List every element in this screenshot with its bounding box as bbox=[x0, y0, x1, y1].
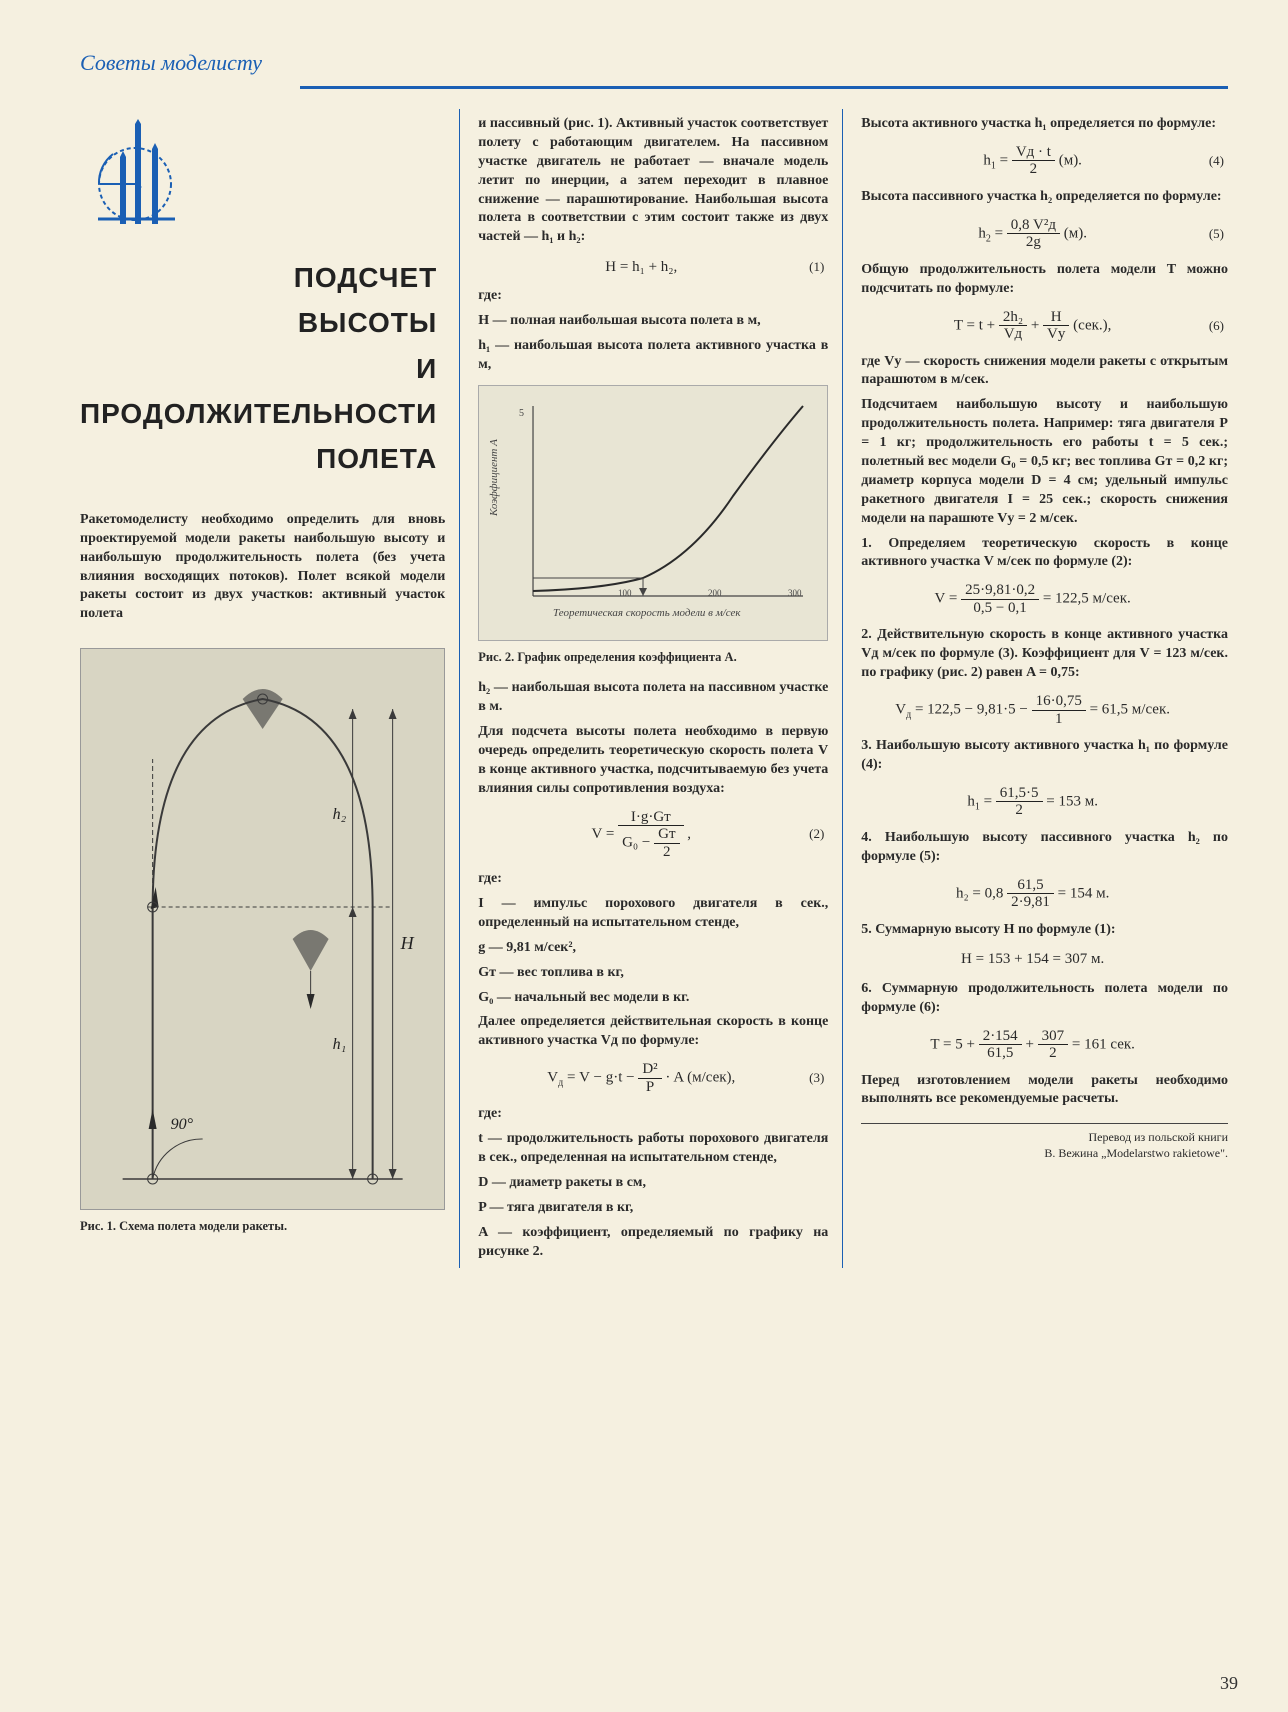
step-6-calc: T = 5 + 2·15461,5 + 3072 = 161 сек. bbox=[861, 1028, 1228, 1062]
three-column-layout: ПОДСЧЕТ ВЫСОТЫ И ПРОДОЛЖИТЕЛЬНОСТИ ПОЛЕТ… bbox=[80, 109, 1228, 1268]
svg-text:300: 300 bbox=[788, 588, 802, 598]
credit: Перевод из польской книги В. Вежина „Mod… bbox=[861, 1123, 1228, 1161]
step-label: 6. Суммарную продолжительность полета мо… bbox=[861, 980, 1228, 1018]
figure-1: 90° H h₁ h₂ bbox=[80, 648, 445, 1210]
svg-text:100: 100 bbox=[618, 588, 632, 598]
def: t — продолжительность работы порохового … bbox=[478, 1130, 828, 1168]
title-line: ВЫСОТЫ bbox=[80, 301, 437, 344]
page-number: 39 bbox=[1220, 1673, 1238, 1694]
def: D — диаметр ракеты в см, bbox=[478, 1174, 828, 1193]
svg-text:h₁: h₁ bbox=[333, 1036, 347, 1053]
def: I — импульс порохового двигателя в сек.,… bbox=[478, 895, 828, 933]
credit-line: В. Вежина „Modelarstwo rakietowe". bbox=[861, 1146, 1228, 1162]
article-title: ПОДСЧЕТ ВЫСОТЫ И ПРОДОЛЖИТЕЛЬНОСТИ ПОЛЕТ… bbox=[80, 256, 445, 481]
intro-paragraph: Ракетомоделисту необходимо определить дл… bbox=[80, 511, 445, 624]
def: H — полная наибольшая высота полета в м, bbox=[478, 312, 828, 331]
formula-number: (2) bbox=[809, 826, 824, 844]
page: Советы моделисту ПОДСЧЕТ ВЫСОТЫ И ПРОДОЛ… bbox=[0, 0, 1288, 1712]
formula-5: h2 = 0,8 V²д2g (м). (5) bbox=[861, 217, 1228, 251]
step-1-calc: V = 25·9,81·0,20,5 − 0,1 = 122,5 м/сек. bbox=[861, 582, 1228, 616]
def: G₀ — начальный вес модели в кг. bbox=[478, 989, 828, 1008]
where-label: где: bbox=[478, 1105, 828, 1124]
formula-number: (5) bbox=[1209, 225, 1224, 243]
paragraph: Общую продолжительность полета модели T … bbox=[861, 261, 1228, 299]
figure-1-caption: Рис. 1. Схема полета модели ракеты. bbox=[80, 1218, 445, 1234]
svg-text:h₂: h₂ bbox=[333, 806, 347, 823]
formula-4: h1 = Vд · t2 (м). (4) bbox=[861, 144, 1228, 178]
def: A — коэффициент, определяемый по графику… bbox=[478, 1224, 828, 1262]
section-title: Советы моделисту bbox=[80, 50, 1228, 76]
svg-text:H: H bbox=[400, 933, 415, 953]
formula-3: Vд = V − g·t − D²P · A (м/сек), (3) bbox=[478, 1061, 828, 1095]
svg-text:200: 200 bbox=[708, 588, 722, 598]
column-3: Высота активного участка h₁ определяется… bbox=[861, 109, 1228, 1268]
formula-6: T = t + 2h₂Vд + HVу (сек.), (6) bbox=[861, 309, 1228, 343]
step-label: 1. Определяем теоретическую скорость в к… bbox=[861, 535, 1228, 573]
figure-2-chart: 100 200 300 Коэффициент A Теоретическая … bbox=[478, 385, 828, 641]
svg-text:Коэффициент A: Коэффициент A bbox=[488, 439, 500, 517]
step-label: 3. Наибольшую высоту активного участка h… bbox=[861, 737, 1228, 775]
step-5-calc: H = 153 + 154 = 307 м. bbox=[861, 949, 1228, 969]
formula-2: V = I·g·GтG₀ − Gт2 , (2) bbox=[478, 809, 828, 861]
step-2-calc: Vд = 122,5 − 9,81·5 − 16·0,751 = 61,5 м/… bbox=[861, 693, 1228, 727]
paragraph: Подсчитаем наибольшую высоту и наибольшу… bbox=[861, 396, 1228, 528]
step-3-calc: h1 = 61,5·52 = 153 м. bbox=[861, 785, 1228, 819]
formula-number: (3) bbox=[809, 1069, 824, 1087]
credit-line: Перевод из польской книги bbox=[861, 1130, 1228, 1146]
paragraph: Высота активного участка h₁ определяется… bbox=[861, 115, 1228, 134]
step-label: 4. Наибольшую высоту пассивного участка … bbox=[861, 829, 1228, 867]
def: Gт — вес топлива в кг, bbox=[478, 964, 828, 983]
paragraph: h₂ — наибольшая высота полета на пассивн… bbox=[478, 679, 828, 717]
where-label: где: bbox=[478, 870, 828, 889]
step-4-calc: h₂ = 0,8 61,52·9,81 = 154 м. bbox=[861, 877, 1228, 911]
title-line: И bbox=[80, 347, 437, 390]
rocket-icon bbox=[80, 109, 200, 229]
title-line: ПОЛЕТА bbox=[80, 437, 437, 480]
step-label: 2. Действительную скорость в конце актив… bbox=[861, 626, 1228, 683]
step-label: 5. Суммарную высоту H по формуле (1): bbox=[861, 921, 1228, 940]
header-rule bbox=[300, 86, 1228, 89]
paragraph: и пассивный (рис. 1). Активный участок с… bbox=[478, 115, 828, 247]
formula-text: H = h₁ + h₂, bbox=[605, 259, 677, 275]
svg-text:90°: 90° bbox=[171, 1116, 194, 1133]
title-line: ПРОДОЛЖИТЕЛЬНОСТИ bbox=[80, 392, 437, 435]
def: P — тяга двигателя в кг, bbox=[478, 1199, 828, 1218]
where-label: где: bbox=[478, 287, 828, 306]
paragraph: Высота пассивного участка h₂ определяетс… bbox=[861, 188, 1228, 207]
paragraph: Далее определяется действительная скорос… bbox=[478, 1013, 828, 1051]
formula-number: (6) bbox=[1209, 317, 1224, 335]
column-2: и пассивный (рис. 1). Активный участок с… bbox=[478, 109, 843, 1268]
formula-number: (1) bbox=[809, 259, 824, 277]
formula-number: (4) bbox=[1209, 152, 1224, 170]
outro: Перед изготовлением модели ракеты необхо… bbox=[861, 1072, 1228, 1110]
def: h₁ — наибольшая высота полета активного … bbox=[478, 337, 828, 375]
paragraph: Для подсчета высоты полета необходимо в … bbox=[478, 723, 828, 799]
def: g — 9,81 м/сек², bbox=[478, 939, 828, 958]
svg-text:5: 5 bbox=[519, 408, 524, 419]
svg-text:Теоретическая скорость модели: Теоретическая скорость модели в м/сек bbox=[553, 607, 741, 619]
formula-1: H = h₁ + h₂, (1) bbox=[478, 257, 828, 277]
paragraph: где Vу — скорость снижения модели ракеты… bbox=[861, 353, 1228, 391]
column-1: ПОДСЧЕТ ВЫСОТЫ И ПРОДОЛЖИТЕЛЬНОСТИ ПОЛЕТ… bbox=[80, 109, 460, 1268]
title-line: ПОДСЧЕТ bbox=[80, 256, 437, 299]
frac-top: I·g·Gт bbox=[618, 809, 683, 827]
figure-2-caption: Рис. 2. График определения коэффициента … bbox=[478, 649, 828, 665]
